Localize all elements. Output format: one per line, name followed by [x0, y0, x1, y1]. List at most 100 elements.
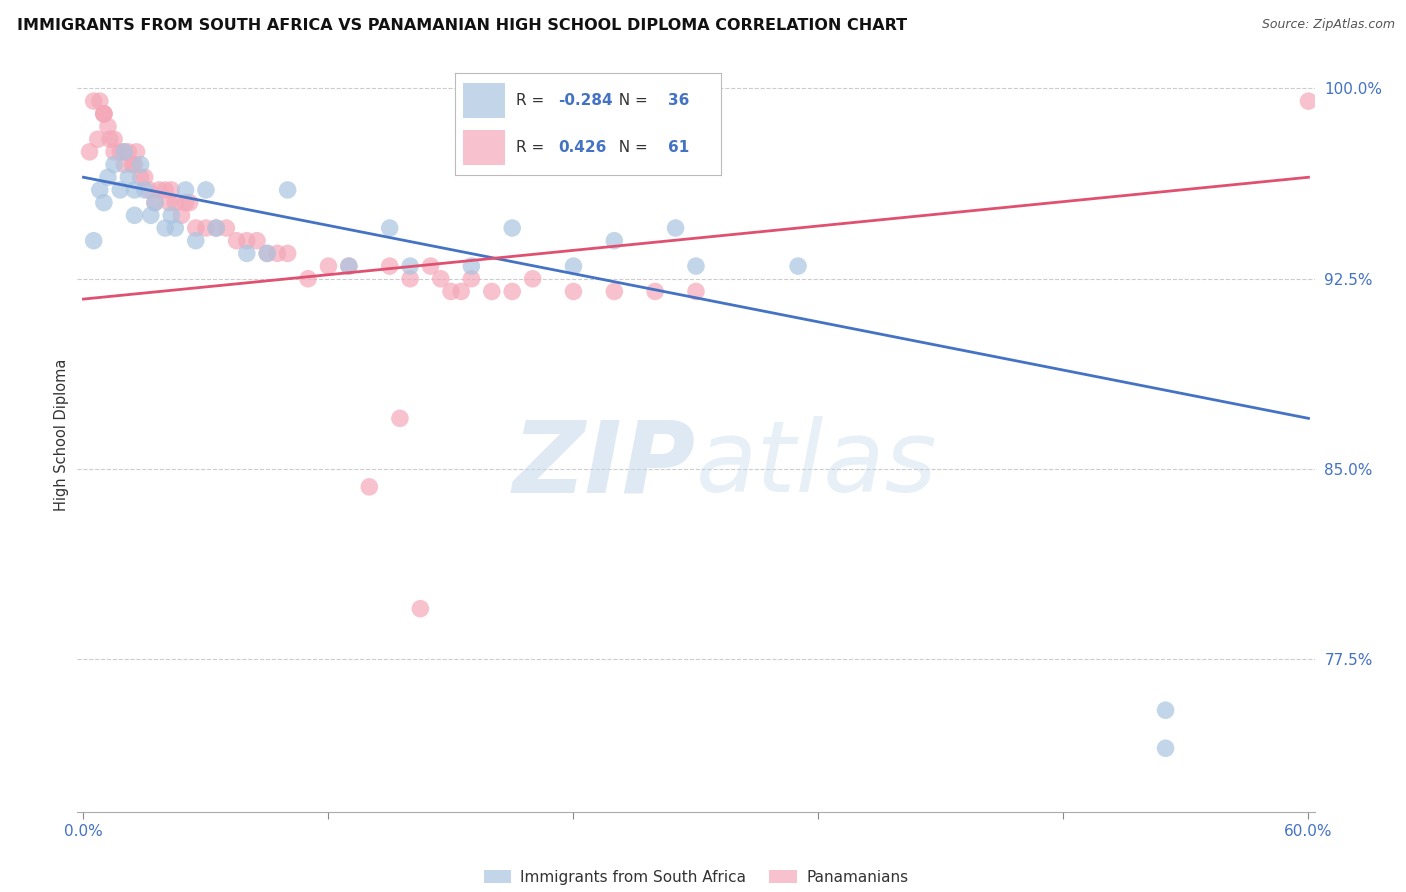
Point	[87, 132, 110, 146]
Point	[236, 234, 259, 248]
Point	[170, 208, 193, 222]
Point	[134, 170, 156, 185]
Point	[419, 259, 441, 273]
Point	[138, 183, 160, 197]
Point	[562, 285, 585, 299]
Point	[93, 107, 115, 121]
Point	[440, 285, 463, 299]
Point	[184, 234, 207, 248]
Point	[108, 145, 131, 159]
Point	[664, 221, 686, 235]
Point	[277, 183, 299, 197]
Point	[174, 195, 197, 210]
Point	[112, 157, 135, 171]
Point	[205, 221, 228, 235]
Point	[174, 183, 197, 197]
Point	[112, 145, 135, 159]
Point	[153, 183, 176, 197]
Point	[685, 285, 707, 299]
Point	[160, 208, 183, 222]
Point	[266, 246, 288, 260]
Point	[359, 480, 381, 494]
Point	[522, 272, 544, 286]
Point	[184, 221, 207, 235]
Point	[399, 259, 422, 273]
Point	[165, 195, 187, 210]
Text: atlas: atlas	[696, 417, 938, 514]
Text: IMMIGRANTS FROM SOUTH AFRICA VS PANAMANIAN HIGH SCHOOL DIPLOMA CORRELATION CHART: IMMIGRANTS FROM SOUTH AFRICA VS PANAMANI…	[17, 18, 907, 33]
Point	[256, 246, 278, 260]
Point	[93, 107, 115, 121]
Point	[399, 272, 422, 286]
Point	[225, 234, 247, 248]
Point	[460, 259, 482, 273]
Point	[98, 132, 121, 146]
Point	[205, 221, 228, 235]
Point	[236, 246, 259, 260]
Point	[103, 157, 125, 171]
Point	[125, 145, 148, 159]
Point	[153, 221, 176, 235]
Point	[256, 246, 278, 260]
Point	[603, 285, 626, 299]
Point	[79, 145, 101, 159]
Point	[143, 195, 166, 210]
Point	[103, 132, 125, 146]
Point	[157, 195, 180, 210]
Point	[129, 170, 152, 185]
Point	[165, 221, 187, 235]
Point	[103, 145, 125, 159]
Point	[112, 145, 135, 159]
Point	[108, 183, 131, 197]
Point	[409, 601, 432, 615]
Point	[460, 272, 482, 286]
Point	[277, 246, 299, 260]
Point	[160, 183, 183, 197]
Point	[378, 221, 401, 235]
Point	[179, 195, 201, 210]
Point	[215, 221, 238, 235]
Point	[97, 120, 120, 134]
Point	[93, 195, 115, 210]
Point	[83, 234, 105, 248]
Point	[139, 208, 162, 222]
Point	[481, 285, 503, 299]
Point	[194, 221, 217, 235]
Point	[318, 259, 340, 273]
Point	[246, 234, 269, 248]
Point	[562, 259, 585, 273]
Point	[1154, 703, 1177, 717]
Point	[143, 195, 166, 210]
Point	[429, 272, 451, 286]
Point	[121, 157, 143, 171]
Point	[297, 272, 319, 286]
Point	[93, 107, 115, 121]
Point	[1154, 741, 1177, 756]
Point	[117, 145, 139, 159]
Point	[501, 221, 523, 235]
Point	[603, 234, 626, 248]
Point	[644, 285, 666, 299]
Point	[787, 259, 810, 273]
Point	[134, 183, 156, 197]
Point	[337, 259, 360, 273]
Point	[124, 183, 146, 197]
Point	[501, 285, 523, 299]
Point	[450, 285, 472, 299]
Point	[124, 208, 146, 222]
Point	[388, 411, 411, 425]
Text: ZIP: ZIP	[513, 417, 696, 514]
Point	[89, 94, 111, 108]
Point	[129, 157, 152, 171]
Text: Source: ZipAtlas.com: Source: ZipAtlas.com	[1261, 18, 1395, 31]
Point	[337, 259, 360, 273]
Point	[148, 183, 170, 197]
Point	[194, 183, 217, 197]
Point	[1298, 94, 1320, 108]
Point	[378, 259, 401, 273]
Y-axis label: High School Diploma: High School Diploma	[53, 359, 69, 511]
Point	[83, 94, 105, 108]
Legend: Immigrants from South Africa, Panamanians: Immigrants from South Africa, Panamanian…	[478, 863, 914, 891]
Point	[685, 259, 707, 273]
Point	[124, 157, 146, 171]
